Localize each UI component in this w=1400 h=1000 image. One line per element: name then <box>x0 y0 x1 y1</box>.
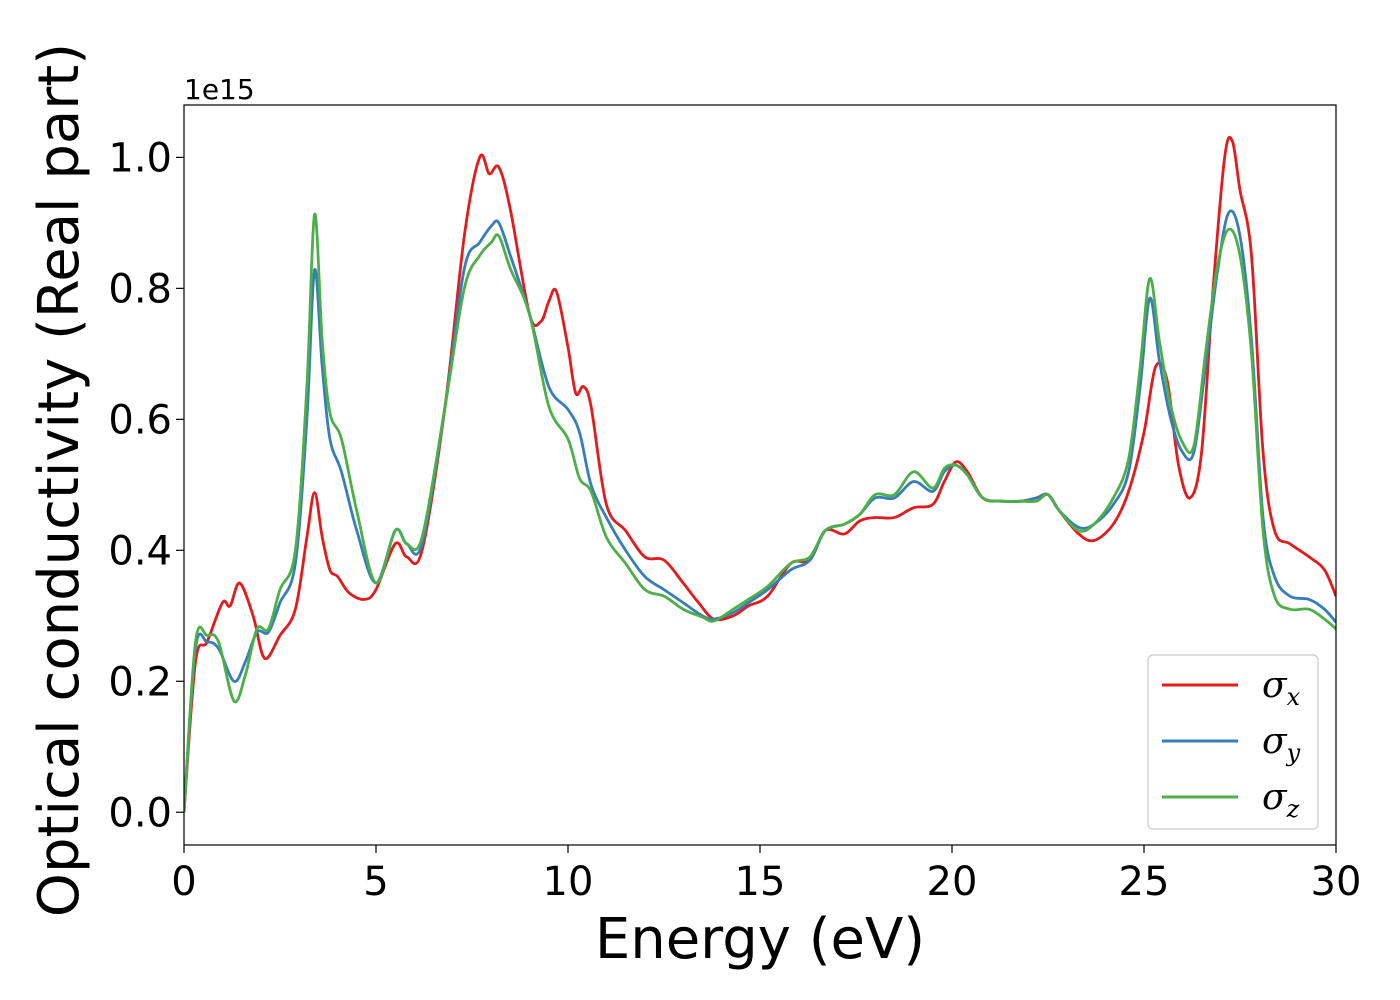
x-tick-label: 15 <box>735 859 786 905</box>
y-offset-label: 1e15 <box>184 73 255 106</box>
y-axis-title: Optical conductivity (Real part) <box>27 43 92 917</box>
series-line-x <box>184 135 1336 813</box>
y-tick-label: 1.0 <box>108 135 172 181</box>
x-tick-label: 20 <box>927 859 978 905</box>
x-axis-title: Energy (eV) <box>595 907 925 972</box>
x-tick-label: 5 <box>363 859 388 905</box>
x-tick-label: 0 <box>171 859 196 905</box>
legend-entry-z: σz <box>1262 777 1300 823</box>
x-tick-label: 10 <box>543 859 594 905</box>
legend: σx σy σz <box>1147 654 1319 830</box>
series-lines <box>184 135 1336 813</box>
legend-entry-y: σy <box>1262 721 1301 767</box>
legend-entry-x: σx <box>1262 665 1301 711</box>
x-tick-label: 25 <box>1119 859 1170 905</box>
series-line-z <box>184 212 1336 813</box>
y-tick-label: 0.8 <box>108 266 172 312</box>
y-tick-label: 0.0 <box>108 790 172 836</box>
y-tick-label: 0.6 <box>108 397 172 443</box>
x-tick-label: 30 <box>1311 859 1362 905</box>
y-tick-label: 0.2 <box>108 659 172 705</box>
y-axis: 0.0 0.2 0.4 0.6 0.8 1.0 <box>108 135 184 836</box>
series-line-y <box>184 209 1336 813</box>
x-axis: 0 5 10 15 20 25 30 <box>171 845 1361 905</box>
y-tick-label: 0.4 <box>108 528 172 574</box>
